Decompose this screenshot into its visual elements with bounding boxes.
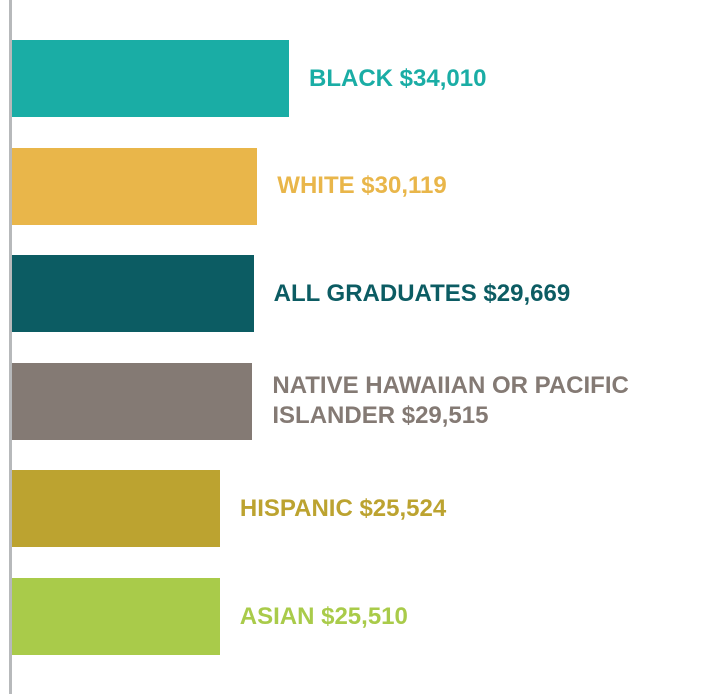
bar-label: NATIVE HAWAIIAN OR PACIFIC ISLANDER $29,… bbox=[272, 363, 701, 440]
label-text: HISPANIC $25,524 bbox=[240, 494, 446, 524]
bar-label: BLACK $34,010 bbox=[309, 40, 701, 117]
bar bbox=[12, 362, 253, 440]
value-label: $30,119 bbox=[361, 172, 447, 200]
bar-label: ASIAN $25,510 bbox=[240, 578, 680, 655]
label-text: NATIVE HAWAIIAN OR PACIFIC ISLANDER $29,… bbox=[272, 371, 701, 431]
value-label: $29,515 bbox=[401, 402, 489, 430]
bar bbox=[12, 255, 254, 333]
bar bbox=[12, 147, 258, 225]
label-text: ALL GRADUATES $29,669 bbox=[274, 279, 571, 309]
bar bbox=[12, 40, 289, 117]
bar bbox=[12, 578, 220, 655]
category-label: BLACK bbox=[309, 64, 393, 92]
label-text: ASIAN $25,510 bbox=[240, 602, 408, 632]
category-label: WHITE bbox=[277, 172, 355, 200]
bar-label: WHITE $30,119 bbox=[277, 148, 701, 225]
label-text: WHITE $30,119 bbox=[277, 171, 446, 201]
bar-label: ALL GRADUATES $29,669 bbox=[274, 255, 701, 332]
category-label: NATIVE HAWAIIAN OR PACIFIC ISLANDER bbox=[272, 372, 629, 430]
bar-label: HISPANIC $25,524 bbox=[240, 470, 680, 547]
category-label: ALL GRADUATES bbox=[273, 279, 477, 307]
value-label: $34,010 bbox=[399, 64, 487, 92]
axis-line bbox=[9, 0, 12, 694]
label-text: BLACK $34,010 bbox=[309, 64, 486, 94]
category-label: HISPANIC bbox=[239, 494, 353, 522]
value-label: $29,669 bbox=[483, 279, 571, 307]
category-label: ASIAN bbox=[239, 602, 315, 630]
value-label: $25,510 bbox=[321, 602, 408, 630]
value-label: $25,524 bbox=[359, 494, 447, 522]
bar bbox=[12, 470, 220, 548]
